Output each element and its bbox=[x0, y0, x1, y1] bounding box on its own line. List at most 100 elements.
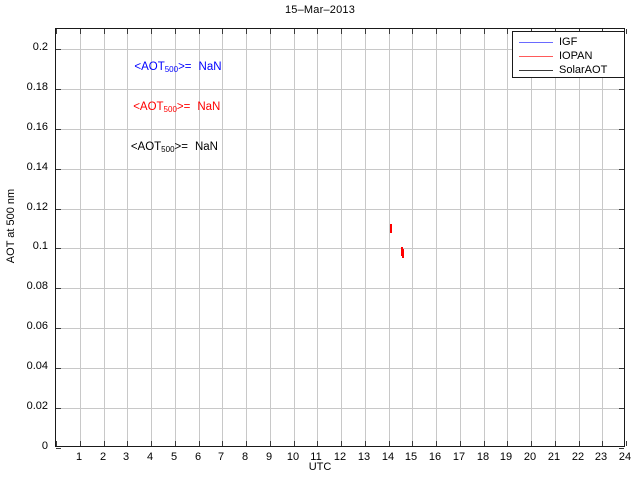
x-axis-tick bbox=[317, 29, 318, 34]
x-axis-tick bbox=[80, 29, 81, 34]
y-tick-label: 0.18 bbox=[26, 81, 48, 93]
gridline-horizontal bbox=[56, 129, 624, 130]
gridline-horizontal bbox=[56, 248, 624, 249]
y-axis-tick bbox=[619, 169, 624, 170]
x-axis-tick bbox=[127, 29, 128, 34]
x-axis-tick bbox=[412, 29, 413, 34]
x-axis-tick bbox=[412, 441, 413, 446]
gridline-vertical bbox=[175, 29, 176, 446]
x-axis-tick bbox=[579, 441, 580, 446]
gridline-horizontal bbox=[56, 169, 624, 170]
x-axis-tick bbox=[294, 441, 295, 446]
gridline-vertical bbox=[222, 29, 223, 446]
x-axis-tick bbox=[104, 29, 105, 34]
annotation-value: NaN bbox=[194, 140, 218, 153]
x-axis-tick bbox=[602, 441, 603, 446]
gridline-vertical bbox=[507, 29, 508, 446]
x-axis-tick bbox=[151, 441, 152, 446]
x-axis-tick bbox=[626, 29, 627, 34]
x-axis-tick bbox=[555, 441, 556, 446]
y-tick-label: 0.04 bbox=[26, 360, 48, 372]
plot-area[interactable]: <AOT500>= NaN <AOT500>= NaN <AOT500>= NaN bbox=[55, 28, 627, 449]
gridline-vertical bbox=[341, 29, 342, 446]
y-axis-tick bbox=[56, 129, 61, 130]
y-axis-tick bbox=[619, 408, 624, 409]
gridline-vertical bbox=[460, 29, 461, 446]
x-axis-tick bbox=[270, 441, 271, 446]
annotation-suffix: >= bbox=[178, 60, 192, 73]
gridline-vertical bbox=[199, 29, 200, 446]
x-axis-tick bbox=[365, 441, 366, 446]
annotation-subscript: 500 bbox=[164, 64, 179, 74]
annotation-prefix: <AOT bbox=[134, 60, 165, 73]
chart-title: 15–Mar–2013 bbox=[284, 4, 356, 16]
x-axis-title: UTC bbox=[308, 461, 332, 473]
aot-mean-annotation: <AOT500>= NaN bbox=[131, 140, 218, 154]
gridline-vertical bbox=[389, 29, 390, 446]
legend-line-swatch bbox=[519, 55, 553, 57]
y-axis-tick bbox=[56, 209, 61, 210]
annotation-value: NaN bbox=[198, 60, 222, 73]
y-tick-label: 0.16 bbox=[26, 121, 48, 133]
legend-item-iopan[interactable]: IOPAN bbox=[513, 49, 624, 63]
gridline-vertical bbox=[412, 29, 413, 446]
y-axis-tick bbox=[56, 49, 61, 50]
legend-box[interactable]: IGF IOPAN SolarAOT bbox=[512, 31, 625, 78]
y-axis-tick bbox=[56, 288, 61, 289]
legend-item-solaraot[interactable]: SolarAOT bbox=[513, 63, 624, 77]
x-axis-tick bbox=[127, 441, 128, 446]
y-axis-tick bbox=[619, 448, 624, 449]
y-axis-tick bbox=[56, 408, 61, 409]
aot-mean-annotation: <AOT500>= NaN bbox=[134, 60, 222, 74]
annotation-subscript: 500 bbox=[163, 104, 177, 114]
y-axis-tick bbox=[619, 89, 624, 90]
data-point-iopan bbox=[401, 247, 404, 257]
annotation-prefix: <AOT bbox=[133, 100, 164, 113]
x-axis-tick bbox=[151, 29, 152, 34]
gridline-vertical bbox=[104, 29, 105, 446]
x-axis-tick bbox=[531, 441, 532, 446]
gridline-vertical bbox=[80, 29, 81, 446]
gridline-vertical bbox=[317, 29, 318, 446]
gridline-vertical bbox=[531, 29, 532, 446]
y-axis-tick bbox=[619, 328, 624, 329]
gridline-vertical bbox=[127, 29, 128, 446]
y-axis-tick bbox=[56, 169, 61, 170]
x-axis-tick bbox=[626, 441, 627, 446]
x-axis-tick bbox=[294, 29, 295, 34]
y-axis-tick bbox=[56, 368, 61, 369]
gridline-vertical bbox=[555, 29, 556, 446]
y-axis-tick bbox=[619, 129, 624, 130]
x-axis-tick bbox=[484, 29, 485, 34]
legend-line-swatch bbox=[519, 69, 553, 71]
gridline-horizontal bbox=[56, 49, 624, 50]
y-axis-tick bbox=[56, 89, 61, 90]
x-axis-tick bbox=[246, 29, 247, 34]
gridline-vertical bbox=[579, 29, 580, 446]
x-axis-tick bbox=[460, 29, 461, 34]
legend-item-igf[interactable]: IGF bbox=[513, 35, 624, 49]
x-axis-tick bbox=[199, 441, 200, 446]
x-axis-tick bbox=[460, 441, 461, 446]
gridline-vertical bbox=[602, 29, 603, 446]
x-axis-tick bbox=[175, 441, 176, 446]
annotation-suffix: >= bbox=[174, 140, 188, 153]
y-axis-tick bbox=[56, 248, 61, 249]
y-tick-label: 0.06 bbox=[26, 320, 48, 332]
x-axis-tick bbox=[389, 441, 390, 446]
x-axis-tick bbox=[317, 441, 318, 446]
y-tick-label: 0 bbox=[41, 440, 48, 452]
gridline-vertical bbox=[270, 29, 271, 446]
gridline-horizontal bbox=[56, 408, 624, 409]
gridline-horizontal bbox=[56, 288, 624, 289]
gridline-horizontal bbox=[56, 368, 624, 369]
legend-label: IGF bbox=[559, 36, 578, 48]
annotation-suffix: >= bbox=[176, 100, 191, 113]
annotation-subscript: 500 bbox=[161, 144, 175, 154]
gridline-vertical bbox=[436, 29, 437, 446]
gridline-horizontal bbox=[56, 328, 624, 329]
x-axis-tick bbox=[436, 441, 437, 446]
gridline-vertical bbox=[365, 29, 366, 446]
legend-label: IOPAN bbox=[559, 50, 593, 62]
y-axis-tick bbox=[619, 288, 624, 289]
